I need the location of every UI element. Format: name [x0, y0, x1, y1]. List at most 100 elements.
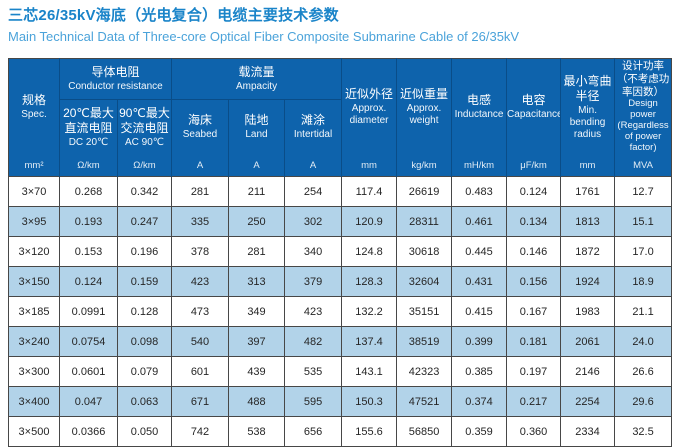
- value-cell: 47521: [396, 386, 453, 418]
- header-seabed-en: Seabed: [182, 129, 218, 141]
- spec-cell: 3×185: [8, 296, 60, 328]
- value-cell: 32.5: [614, 416, 673, 447]
- table-row: 3×120 0.153 0.196 378 281 340 124.8 30618 0.445 0…: [8, 236, 673, 268]
- group-ampacity-en: Ampacity: [235, 81, 278, 93]
- value-cell: 0.374: [451, 386, 508, 418]
- value-cell: 29.6: [614, 386, 673, 418]
- value-cell: 2061: [560, 326, 616, 358]
- value-cell: 0.0366: [59, 416, 118, 447]
- page-title: 三芯26/35kV海底（光电复合）电缆主要技术参数: [8, 7, 339, 24]
- value-cell: 349: [228, 296, 285, 328]
- value-cell: 128.3: [341, 266, 398, 298]
- spec-cell: 3×70: [8, 176, 60, 208]
- value-cell: 17.0: [614, 236, 673, 268]
- header-spec-zh: 规格: [21, 93, 46, 108]
- value-cell: 0.342: [117, 176, 172, 208]
- header-seabed: 海床 Seabed: [171, 99, 229, 155]
- value-cell: 0.359: [451, 416, 508, 447]
- header-group-ampacity: 载流量 Ampacity: [170, 58, 342, 101]
- value-cell: 0.063: [117, 386, 172, 418]
- spec-cell: 3×120: [8, 236, 60, 268]
- header-seabed-zh: 海床: [187, 113, 212, 128]
- header-intertidal-en: Intertidal: [293, 129, 333, 141]
- header-approx-diameter: 近似外径 Approx. diameter: [341, 58, 397, 155]
- value-cell: 2254: [560, 386, 616, 418]
- value-cell: 0.461: [451, 206, 508, 238]
- header-approx-weight: 近似重量 Approx. weight: [396, 58, 452, 155]
- value-cell: 0.399: [451, 326, 508, 358]
- value-cell: 595: [283, 386, 343, 418]
- value-cell: 0.167: [506, 296, 562, 328]
- value-cell: 0.0991: [59, 296, 118, 328]
- header-dc-resistance-zh: 20℃最大直流电阻: [63, 105, 114, 135]
- unit-weight: kg/km: [396, 154, 452, 177]
- value-cell: 0.268: [59, 176, 118, 208]
- header-dc-resistance-en: DC 20℃: [68, 136, 109, 148]
- value-cell: 473: [171, 296, 229, 328]
- value-cell: 423: [171, 266, 229, 298]
- spec-table: 规格 Spec. 导体电阻 Conductor resistance 载流量 A…: [8, 58, 673, 447]
- unit-power: MVA: [614, 154, 672, 177]
- value-cell: 18.9: [614, 266, 673, 298]
- header-spec: 规格 Spec.: [8, 58, 60, 155]
- value-cell: 26619: [396, 176, 453, 208]
- value-cell: 32604: [396, 266, 453, 298]
- value-cell: 254: [283, 176, 343, 208]
- value-cell: 0.415: [451, 296, 508, 328]
- value-cell: 0.0754: [59, 326, 118, 358]
- value-cell: 0.247: [117, 206, 172, 238]
- unit-seabed: A: [171, 154, 229, 177]
- unit-capacitance: μF/km: [506, 154, 561, 177]
- header-min-bending-radius-en: Min. bending radius: [569, 104, 606, 140]
- header-design-power: 设计功率（不考虑功率因数） Design power (Regardless o…: [614, 58, 672, 155]
- value-cell: 0.445: [451, 236, 508, 268]
- table-row: 3×70 0.268 0.342 281 211 254 117.4 26619 0.483 0.…: [8, 176, 673, 208]
- value-cell: 42323: [396, 356, 453, 388]
- value-cell: 0.134: [506, 206, 562, 238]
- value-cell: 281: [228, 236, 285, 268]
- value-cell: 488: [228, 386, 285, 418]
- value-cell: 313: [228, 266, 285, 298]
- value-cell: 132.2: [341, 296, 398, 328]
- header-land-en: Land: [245, 129, 268, 141]
- value-cell: 379: [283, 266, 343, 298]
- value-cell: 0.047: [59, 386, 118, 418]
- value-cell: 0.153: [59, 236, 118, 268]
- value-cell: 340: [283, 236, 343, 268]
- value-cell: 0.156: [506, 266, 562, 298]
- value-cell: 538: [228, 416, 285, 447]
- value-cell: 137.4: [341, 326, 398, 358]
- spec-cell: 3×150: [8, 266, 60, 298]
- unit-ac: Ω/km: [117, 154, 172, 177]
- value-cell: 0.128: [117, 296, 172, 328]
- value-cell: 28311: [396, 206, 453, 238]
- value-cell: 143.1: [341, 356, 398, 388]
- header-intertidal-zh: 滩涂: [301, 113, 326, 128]
- value-cell: 24.0: [614, 326, 673, 358]
- spec-cell: 3×240: [8, 326, 60, 358]
- unit-spec: mm²: [8, 154, 60, 177]
- value-cell: 0.431: [451, 266, 508, 298]
- header-land: 陆地 Land: [228, 99, 285, 155]
- header-group-conductor-resistance: 导体电阻 Conductor resistance: [59, 58, 172, 101]
- value-cell: 1761: [560, 176, 616, 208]
- spec-cell: 3×95: [8, 206, 60, 238]
- value-cell: 0.079: [117, 356, 172, 388]
- value-cell: 0.0601: [59, 356, 118, 388]
- header-inductance-en: Inductance: [454, 109, 504, 121]
- spec-cell: 3×500: [8, 416, 60, 447]
- value-cell: 0.050: [117, 416, 172, 447]
- header-ac-resistance: 90℃最大交流电阻 AC 90℃: [117, 99, 172, 155]
- value-cell: 1983: [560, 296, 616, 328]
- header-intertidal: 滩涂 Intertidal: [283, 99, 342, 155]
- spec-cell: 3×300: [8, 356, 60, 388]
- header-ac-resistance-zh: 90℃最大交流电阻: [119, 105, 170, 135]
- value-cell: 302: [283, 206, 343, 238]
- value-cell: 535: [283, 356, 343, 388]
- value-cell: 38519: [396, 326, 453, 358]
- value-cell: 1813: [560, 206, 616, 238]
- header-capacitance-zh: 电容: [521, 93, 546, 108]
- value-cell: 0.098: [117, 326, 172, 358]
- value-cell: 26.6: [614, 356, 673, 388]
